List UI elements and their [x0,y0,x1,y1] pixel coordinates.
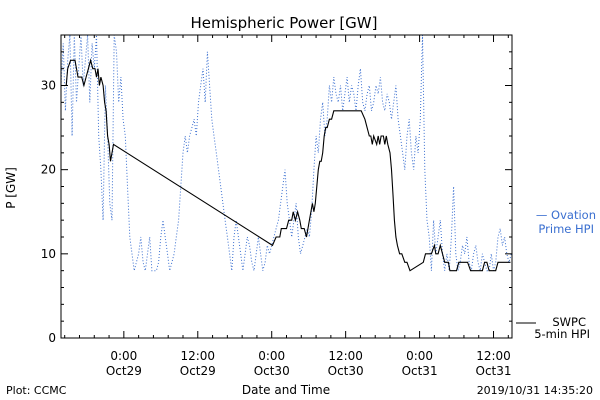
legend-swpc-line1: SWPC [552,315,586,329]
legend-swpc-line2: 5-min HPI [534,327,590,341]
x-tick-time-label: 0:00 [110,349,137,363]
y-tick-label: 0 [48,331,56,345]
series-layer [61,35,512,272]
x-axis: 0:00Oct2912:00Oct290:00Oct3012:00Oct300:… [64,35,512,378]
series-swpc-line [61,58,511,272]
chart-title: Hemispheric Power [GW] [191,14,378,32]
plot-credit: Plot: CCMC [6,384,67,397]
series-ovation-prime-line [61,35,512,272]
x-tick-date-label: Oct29 [180,364,216,378]
x-tick-date-label: Oct29 [106,364,142,378]
x-tick-date-label: Oct31 [402,364,438,378]
x-tick-time-label: 12:00 [328,349,363,363]
y-tick-label: 10 [41,247,56,261]
y-axis-label: P [GW] [4,167,18,209]
legend-ovation-line1: — Ovation [536,208,596,222]
x-tick-time-label: 12:00 [180,349,215,363]
chart-legend: — Ovation Prime HPI SWPC 5-min HPI [516,208,596,341]
y-axis: 0 10 20 30 [41,34,512,345]
y-tick-label: 20 [41,163,56,177]
legend-ovation-line2: Prime HPI [538,222,594,236]
y-tick-label: 30 [41,79,56,93]
x-tick-time-label: 12:00 [476,349,511,363]
x-axis-label: Date and Time [242,383,330,397]
x-tick-date-label: Oct30 [328,364,364,378]
x-tick-time-label: 0:00 [406,349,433,363]
x-tick-date-label: Oct30 [254,364,290,378]
x-tick-date-label: Oct31 [476,364,512,378]
x-tick-time-label: 0:00 [258,349,285,363]
plot-timestamp: 2019/10/31 14:35:20 [477,384,593,397]
